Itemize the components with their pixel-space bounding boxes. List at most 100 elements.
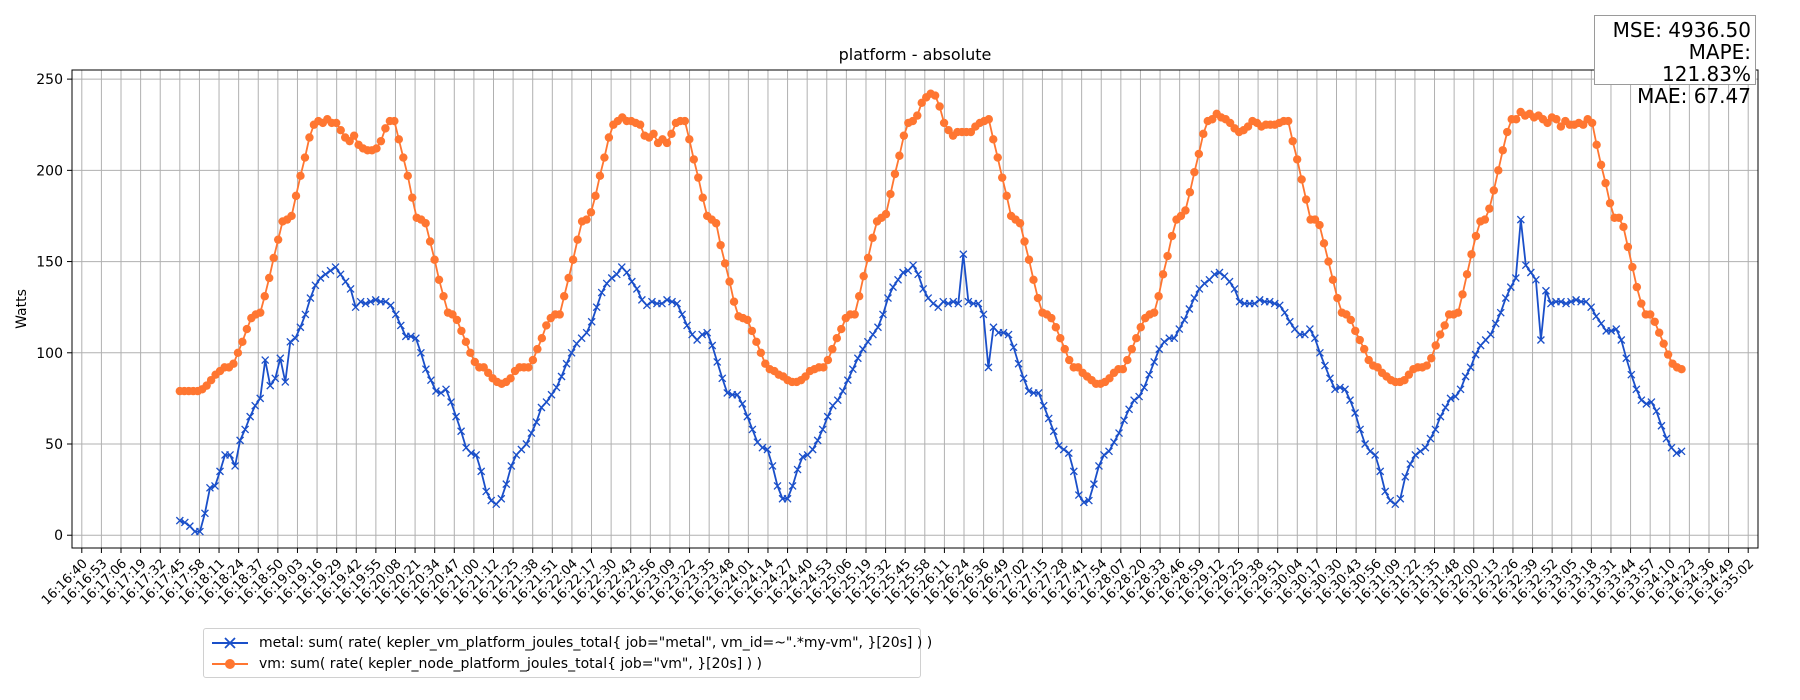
data-point	[622, 268, 631, 277]
data-point	[1360, 344, 1369, 354]
data-point	[1501, 294, 1510, 303]
data-point	[442, 385, 450, 394]
data-point	[1160, 337, 1169, 346]
data-point	[763, 445, 772, 454]
chart-title: platform - absolute	[839, 45, 992, 64]
data-point	[396, 321, 405, 330]
data-point	[457, 427, 466, 436]
data-point	[1275, 301, 1284, 310]
data-point	[1486, 330, 1495, 339]
data-point	[997, 173, 1007, 182]
data-point	[974, 299, 983, 308]
data-point	[668, 297, 676, 306]
data-point	[930, 91, 940, 100]
data-point	[296, 323, 305, 332]
data-point	[1587, 118, 1597, 128]
data-point	[1628, 262, 1637, 272]
data-point	[989, 135, 998, 144]
data-point	[1416, 447, 1425, 456]
data-point	[895, 151, 904, 160]
data-point	[591, 191, 600, 201]
data-point	[216, 467, 224, 476]
data-point	[1190, 167, 1199, 177]
data-point	[246, 412, 255, 421]
data-point	[768, 461, 777, 470]
data-point	[1181, 206, 1190, 215]
data-point	[1654, 328, 1664, 337]
data-point	[1356, 425, 1365, 434]
y-axis-label: Watts	[14, 289, 30, 329]
data-point	[1637, 396, 1646, 405]
data-point	[180, 518, 189, 527]
data-point	[273, 235, 283, 244]
data-point	[1496, 308, 1505, 317]
data-point	[1136, 323, 1145, 332]
data-point	[743, 412, 752, 421]
data-point	[1020, 237, 1029, 246]
data-point	[507, 461, 516, 470]
data-point	[1135, 392, 1144, 401]
data-point	[1355, 335, 1364, 345]
data-point	[361, 299, 370, 308]
data-point	[1659, 339, 1668, 348]
data-point	[1310, 334, 1319, 343]
data-point	[1592, 140, 1601, 150]
data-point	[720, 259, 730, 268]
data-point	[1652, 407, 1661, 416]
data-point	[524, 363, 533, 372]
data-point	[1461, 372, 1470, 381]
data-point	[559, 292, 569, 301]
legend-label-metal: metal: sum( rate( kepler_vm_platform_jou…	[259, 635, 933, 651]
data-point	[793, 465, 802, 474]
data-point	[1320, 361, 1329, 370]
data-point	[311, 281, 320, 290]
data-point	[269, 253, 278, 263]
data-point	[394, 135, 404, 144]
data-point	[200, 509, 209, 518]
data-point	[1446, 394, 1455, 403]
data-point	[1149, 308, 1159, 317]
data-point	[1436, 412, 1445, 421]
data-point	[1059, 445, 1068, 454]
data-point	[1154, 292, 1163, 301]
data-point	[1650, 317, 1659, 326]
data-point	[466, 348, 475, 357]
data-point	[1531, 275, 1540, 284]
data-point	[287, 211, 296, 221]
data-point	[868, 330, 877, 339]
data-point	[461, 337, 471, 347]
data-point	[879, 310, 887, 319]
data-point	[1060, 344, 1069, 354]
data-point	[256, 394, 265, 403]
data-point	[1049, 427, 1058, 436]
data-point	[416, 348, 425, 357]
data-point	[1158, 270, 1168, 279]
data-point	[1024, 255, 1034, 264]
data-point	[1125, 405, 1134, 414]
data-point	[1596, 160, 1606, 170]
data-point	[854, 292, 864, 301]
data-point	[747, 326, 757, 336]
axes-frame	[71, 69, 1759, 549]
data-point	[1406, 460, 1415, 469]
data-point	[808, 445, 817, 454]
data-point	[426, 376, 435, 385]
data-point	[421, 219, 430, 228]
data-point	[1466, 363, 1475, 372]
data-point	[557, 372, 566, 381]
data-point	[437, 388, 445, 397]
data-point	[1627, 370, 1636, 379]
data-point	[984, 115, 993, 124]
legend-swatch-metal	[212, 637, 248, 649]
data-point	[430, 255, 439, 264]
data-point	[1498, 146, 1507, 155]
data-point	[291, 191, 301, 201]
data-point	[600, 153, 609, 162]
data-point	[439, 292, 448, 301]
data-point	[1120, 416, 1129, 425]
data-point	[1401, 472, 1410, 481]
data-point	[680, 116, 690, 126]
data-point	[1467, 250, 1476, 259]
data-point	[1047, 313, 1056, 323]
y-tick-label: 150	[36, 255, 63, 271]
